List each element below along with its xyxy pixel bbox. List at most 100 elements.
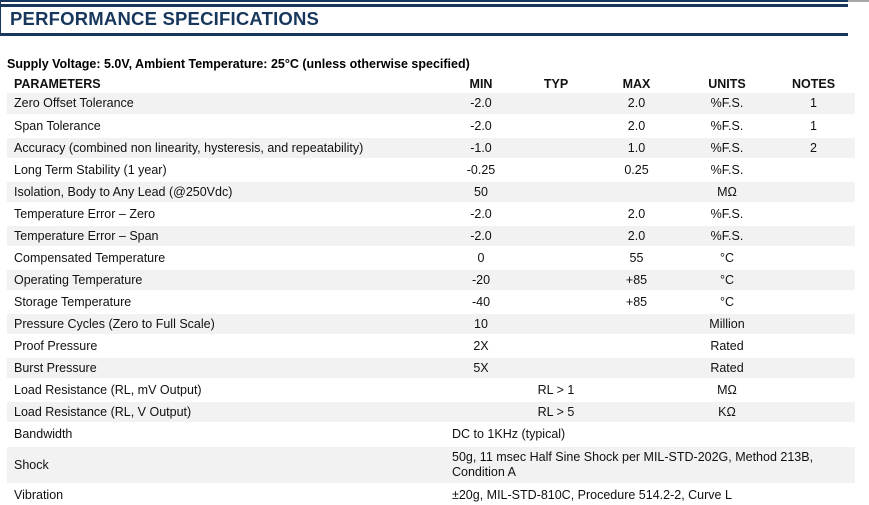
title-rule-top bbox=[0, 4, 848, 7]
notes-cell bbox=[772, 247, 855, 269]
typ-cell bbox=[521, 247, 591, 269]
notes-cell bbox=[772, 357, 855, 379]
min-cell: -20 bbox=[471, 272, 491, 287]
value-span-cell: DC to 1KHz (typical) bbox=[452, 427, 566, 441]
min-cell: -1.0 bbox=[470, 140, 492, 155]
units-cell: %F.S. bbox=[710, 228, 744, 243]
units-cell: %F.S. bbox=[710, 140, 744, 155]
max-cell: 55 bbox=[629, 250, 644, 265]
min-cell: -2.0 bbox=[470, 96, 492, 110]
typ-cell: RL > 1 bbox=[537, 382, 575, 397]
max-cell: 2.0 bbox=[627, 228, 646, 243]
conditions-subtitle: Supply Voltage: 5.0V, Ambient Temperatur… bbox=[7, 57, 470, 71]
notes-cell: 1 bbox=[810, 96, 817, 110]
units-cell: KΩ bbox=[718, 404, 736, 419]
typ-cell bbox=[521, 357, 591, 379]
max-cell: 2.0 bbox=[627, 118, 646, 133]
notes-cell bbox=[772, 203, 855, 225]
units-cell: MΩ bbox=[717, 382, 737, 397]
max-cell: +85 bbox=[625, 272, 648, 287]
parameter-cell: Accuracy (combined non linearity, hyster… bbox=[14, 140, 364, 155]
notes-cell bbox=[772, 291, 855, 313]
table-row: Load Resistance (RL, V Output) RL > 5 KΩ bbox=[7, 401, 855, 423]
table-row: Temperature Error – Span -2.0 2.0 %F.S. bbox=[7, 225, 855, 247]
typ-cell bbox=[521, 335, 591, 357]
parameter-cell: Isolation, Body to Any Lead (@250Vdc) bbox=[14, 184, 233, 199]
col-header-min: MIN bbox=[469, 76, 493, 91]
min-cell bbox=[441, 401, 521, 423]
notes-cell bbox=[772, 335, 855, 357]
col-header-parameters: PARAMETERS bbox=[14, 76, 101, 91]
max-cell bbox=[591, 313, 682, 335]
max-cell: 2.0 bbox=[627, 206, 646, 221]
col-header-typ: TYP bbox=[543, 76, 569, 91]
max-cell: 1.0 bbox=[627, 140, 646, 155]
specifications-table: PARAMETERS MIN TYP MAX UNITS NOTES Zero … bbox=[7, 75, 855, 505]
units-cell: %F.S. bbox=[710, 206, 744, 221]
table-row: Span Tolerance -2.0 2.0 %F.S. 1 bbox=[7, 115, 855, 137]
min-cell: 50 bbox=[474, 184, 488, 199]
min-cell: -2.0 bbox=[470, 206, 492, 221]
typ-cell bbox=[521, 115, 591, 137]
typ-cell bbox=[521, 181, 591, 203]
table-header-row: PARAMETERS MIN TYP MAX UNITS NOTES bbox=[7, 75, 855, 93]
units-cell: °C bbox=[719, 272, 735, 287]
table-row: Proof Pressure 2X Rated bbox=[7, 335, 855, 357]
units-cell: %F.S. bbox=[710, 162, 744, 177]
notes-cell bbox=[772, 181, 855, 203]
table-row: Compensated Temperature 0 55 °C bbox=[7, 247, 855, 269]
title-rule-bottom bbox=[0, 33, 848, 36]
table-row: Load Resistance (RL, mV Output) RL > 1 MΩ bbox=[7, 379, 855, 401]
units-cell: Rated bbox=[710, 360, 744, 375]
typ-cell bbox=[521, 93, 591, 115]
min-cell: 0 bbox=[477, 250, 485, 265]
table-row: Shock 50g, 11 msec Half Sine Shock per MI… bbox=[7, 446, 855, 484]
max-cell bbox=[591, 379, 682, 401]
max-cell bbox=[591, 401, 682, 423]
parameter-cell: Temperature Error – Zero bbox=[14, 206, 156, 221]
typ-cell bbox=[521, 225, 591, 247]
parameter-cell: Load Resistance (RL, mV Output) bbox=[14, 382, 202, 397]
notes-cell: 2 bbox=[810, 140, 817, 155]
typ-cell bbox=[521, 291, 591, 313]
units-cell: °C bbox=[719, 294, 735, 309]
table-row: Accuracy (combined non linearity, hyster… bbox=[7, 137, 855, 159]
parameter-cell: Vibration bbox=[14, 488, 64, 502]
table-row: Zero Offset Tolerance -2.0 2.0 %F.S. 1 bbox=[7, 93, 855, 115]
parameter-cell: Pressure Cycles (Zero to Full Scale) bbox=[14, 316, 215, 331]
table-row: Long Term Stability (1 year) -0.25 0.25 %F.… bbox=[7, 159, 855, 181]
parameter-cell: Proof Pressure bbox=[14, 338, 98, 353]
parameter-cell: Span Tolerance bbox=[14, 118, 101, 133]
min-cell: 2X bbox=[473, 338, 489, 353]
notes-cell bbox=[772, 159, 855, 181]
units-cell: %F.S. bbox=[710, 118, 744, 133]
min-cell: -2.0 bbox=[470, 118, 492, 133]
max-cell: 2.0 bbox=[627, 96, 646, 110]
table-row: Bandwidth DC to 1KHz (typical) bbox=[7, 423, 855, 446]
parameter-cell: Burst Pressure bbox=[14, 360, 97, 375]
parameter-cell: Operating Temperature bbox=[14, 272, 143, 287]
units-cell: MΩ bbox=[717, 184, 737, 199]
top-hairline bbox=[0, 0, 848, 2]
typ-cell bbox=[521, 159, 591, 181]
units-cell: Rated bbox=[710, 338, 744, 353]
notes-cell bbox=[772, 269, 855, 291]
typ-cell bbox=[521, 313, 591, 335]
typ-cell bbox=[521, 269, 591, 291]
notes-cell bbox=[772, 379, 855, 401]
notes-cell bbox=[772, 401, 855, 423]
table-row: Storage Temperature -40 +85 °C bbox=[7, 291, 855, 313]
parameter-cell: Compensated Temperature bbox=[14, 250, 166, 265]
notes-cell bbox=[772, 225, 855, 247]
parameter-cell: Bandwidth bbox=[14, 427, 73, 441]
table-row: Vibration ±20g, MIL-STD-810C, Procedure 5… bbox=[7, 484, 855, 505]
col-header-units: UNITS bbox=[708, 76, 746, 91]
table-row: Isolation, Body to Any Lead (@250Vdc) 50 M… bbox=[7, 181, 855, 203]
parameter-cell: Temperature Error – Span bbox=[14, 228, 159, 243]
spec-table-body: Zero Offset Tolerance -2.0 2.0 %F.S. 1 Span T… bbox=[7, 93, 855, 505]
table-row: Pressure Cycles (Zero to Full Scale) 10 Mi… bbox=[7, 313, 855, 335]
value-span-cell: ±20g, MIL-STD-810C, Procedure 514.2-2, C… bbox=[452, 488, 732, 502]
col-header-max: MAX bbox=[622, 76, 651, 91]
table-row: Burst Pressure 5X Rated bbox=[7, 357, 855, 379]
